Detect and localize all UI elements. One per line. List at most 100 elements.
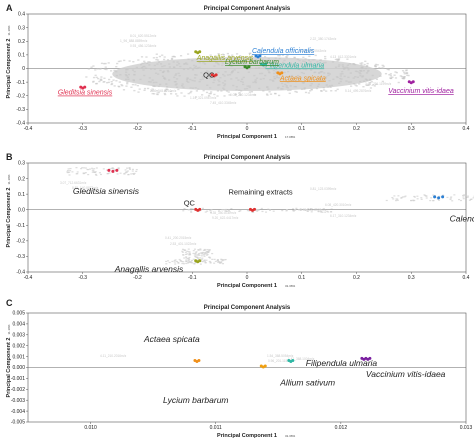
feature-point	[69, 167, 72, 170]
feature-point	[217, 71, 220, 74]
feature-point	[334, 90, 337, 92]
feature-point	[146, 62, 149, 64]
feature-point	[136, 84, 139, 87]
feature-point	[362, 69, 365, 72]
feature-point	[281, 63, 284, 65]
feature-point	[298, 59, 301, 62]
feature-point	[196, 256, 199, 259]
feature-point	[153, 64, 156, 67]
feature-point	[207, 94, 211, 97]
feature-point	[354, 70, 358, 72]
feature-point	[117, 167, 120, 169]
feature-point	[173, 261, 176, 263]
feature-point	[432, 199, 435, 202]
feature-point	[228, 74, 232, 76]
feature-point	[206, 84, 209, 86]
feature-point	[218, 80, 221, 83]
feature-point	[109, 70, 113, 72]
feature-point	[436, 198, 439, 200]
feature-point	[330, 211, 333, 213]
y-tick-label: -0.2	[16, 239, 25, 245]
feature-point	[322, 87, 325, 89]
feature-point	[205, 91, 209, 94]
data-point	[433, 195, 437, 199]
feature-point	[310, 68, 313, 71]
feature-point	[464, 194, 467, 196]
feature-point	[282, 61, 285, 64]
feature-point	[234, 58, 237, 61]
feature-point	[237, 71, 240, 74]
feature-point	[387, 68, 390, 71]
feature-point	[264, 74, 267, 77]
feature-point	[326, 86, 329, 88]
feature-point	[125, 71, 128, 73]
feature-point	[373, 85, 376, 87]
feature-point	[242, 83, 245, 86]
feature-point	[292, 80, 295, 82]
feature-point	[112, 79, 115, 81]
feature-point	[69, 170, 72, 172]
feature-point	[132, 79, 135, 81]
feature-point	[159, 83, 162, 86]
feature-point	[198, 210, 201, 213]
feature-point	[222, 263, 225, 265]
feature-point	[184, 251, 187, 253]
feature-point	[279, 66, 282, 68]
feature-point	[365, 84, 368, 87]
feature-point	[197, 249, 200, 251]
feature-point	[367, 70, 370, 73]
feature-point	[339, 80, 342, 83]
feature-point	[324, 77, 327, 80]
feature-point	[193, 263, 196, 265]
feature-point	[320, 79, 323, 81]
x-axis-variance: 31.36%	[285, 284, 296, 288]
feature-point	[272, 80, 275, 82]
feature-point	[257, 209, 260, 211]
y-axis-variance: 11.10%	[7, 174, 11, 184]
y-tick-label: 0.0	[18, 207, 25, 213]
feature-point	[162, 70, 166, 72]
feature-point	[389, 73, 392, 75]
feature-point	[209, 92, 212, 95]
feature-point	[315, 79, 319, 81]
feature-point	[178, 75, 181, 77]
y-tick-label: -0.2	[16, 93, 25, 99]
feature-id-label: 8.85_140.8873m/z	[72, 186, 99, 190]
feature-point	[121, 84, 124, 87]
feature-point	[163, 77, 166, 79]
feature-point	[172, 61, 175, 63]
feature-point	[281, 54, 285, 56]
feature-point	[310, 88, 313, 91]
feature-point	[103, 62, 106, 65]
feature-point	[359, 62, 362, 65]
feature-point	[132, 173, 135, 175]
feature-point	[304, 62, 307, 64]
group-label: Filipendula ulmaria	[306, 358, 378, 368]
feature-point	[143, 61, 146, 64]
feature-point	[155, 56, 158, 59]
feature-point	[404, 195, 407, 197]
feature-point	[403, 73, 406, 75]
feature-point	[185, 256, 188, 258]
feature-point	[191, 79, 194, 82]
feature-point	[208, 256, 211, 258]
x-axis-label: Principal Component 1	[217, 283, 277, 289]
feature-point	[302, 209, 305, 211]
feature-point	[232, 84, 235, 87]
feature-point	[188, 252, 191, 255]
feature-point	[286, 87, 289, 89]
feature-point	[93, 171, 96, 173]
feature-point	[245, 87, 249, 90]
feature-point	[424, 194, 427, 197]
feature-point	[238, 57, 242, 59]
feature-point	[310, 69, 313, 71]
feature-point	[276, 87, 280, 89]
feature-point	[131, 170, 134, 172]
feature-point	[140, 63, 143, 66]
feature-point	[224, 71, 227, 73]
feature-point	[331, 61, 335, 63]
feature-id-label: 1.54_368.5054m/z	[267, 354, 294, 358]
feature-point	[133, 70, 136, 73]
feature-point	[365, 65, 369, 68]
feature-point	[130, 173, 133, 175]
